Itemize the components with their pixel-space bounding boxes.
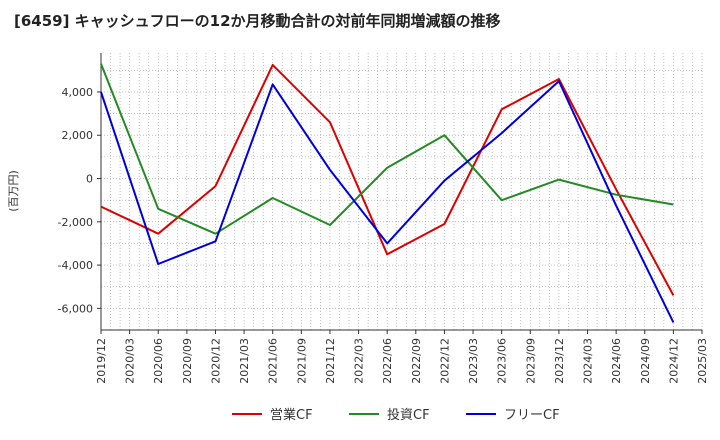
x-tick-label: 2022/09 xyxy=(410,338,423,384)
x-tick-label: 2021/12 xyxy=(324,338,337,384)
series-line xyxy=(100,63,675,296)
x-tick-label: 2022/03 xyxy=(353,338,366,384)
x-tick-label: 2020/12 xyxy=(209,338,222,384)
y-tick-label: 4,000 xyxy=(62,86,94,99)
x-tick-label: 2024/06 xyxy=(610,338,623,384)
x-tick-label: 2023/06 xyxy=(496,338,509,384)
x-tick-label: 2023/09 xyxy=(524,338,537,384)
x-tick-label: 2025/03 xyxy=(696,338,709,384)
legend-label: 投資CF xyxy=(387,407,430,423)
x-tick-label: 2022/12 xyxy=(438,338,451,384)
series-line xyxy=(100,80,675,323)
x-tick-label: 2023/03 xyxy=(467,338,480,384)
y-axis-label: (百万円) xyxy=(7,170,20,212)
x-tick-label: 2022/06 xyxy=(381,338,394,384)
x-tick-label: 2021/09 xyxy=(295,338,308,384)
x-tick-label: 2020/06 xyxy=(152,338,165,384)
x-tick-label: 2024/12 xyxy=(667,338,680,384)
x-tick-label: 2024/09 xyxy=(639,338,652,384)
plot-area xyxy=(101,53,702,330)
x-tick-label: 2021/03 xyxy=(238,338,251,384)
series-line xyxy=(100,63,674,235)
legend-label: 営業CF xyxy=(270,407,313,423)
x-tick-label: 2024/03 xyxy=(582,338,595,384)
y-tick-label: -2,000 xyxy=(58,216,93,229)
x-tick-label: 2020/09 xyxy=(181,338,194,384)
legend-label: フリーCF xyxy=(504,408,560,423)
y-tick-label: -4,000 xyxy=(58,259,93,272)
x-tick-label: 2020/03 xyxy=(124,338,137,384)
x-tick-label: 2023/12 xyxy=(553,338,566,384)
chart-title: [6459] キャッシュフローの12か月移動合計の対前年同期増減額の推移 xyxy=(14,12,501,30)
y-tick-label: 2,000 xyxy=(62,129,94,142)
y-tick-label: -6,000 xyxy=(58,302,93,315)
x-tick-label: 2019/12 xyxy=(95,338,108,384)
y-tick-label: 0 xyxy=(86,173,93,186)
x-tick-label: 2021/06 xyxy=(267,338,280,384)
